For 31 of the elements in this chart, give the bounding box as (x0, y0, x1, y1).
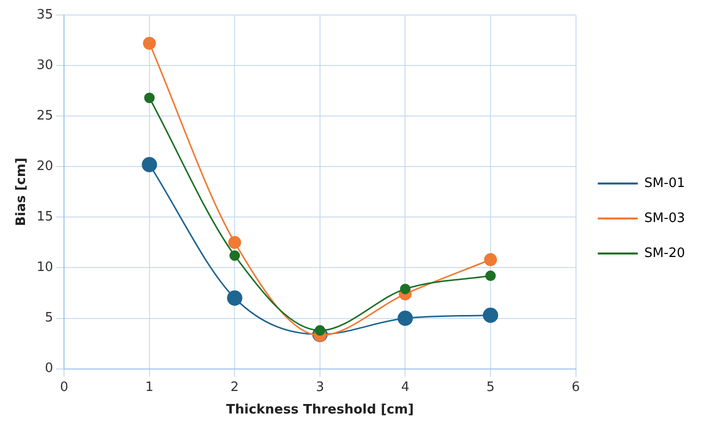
x-tick-label: 2 (230, 380, 239, 395)
point (482, 308, 498, 323)
y-tick-label: 35 (36, 7, 54, 22)
y-tick-label: 25 (36, 108, 54, 124)
y-tick-label: 15 (36, 210, 54, 225)
point (227, 290, 242, 306)
x-tick-label: 3 (316, 380, 324, 395)
x-tick-label: 1 (145, 380, 154, 395)
y-tick-label: 10 (36, 260, 54, 276)
legend-label: SM-20 (644, 246, 685, 261)
y-tick-label: 20 (36, 159, 54, 174)
x-tick-label: 0 (60, 380, 68, 395)
point (142, 156, 158, 172)
x-tick-label: 6 (572, 380, 580, 395)
point (228, 236, 242, 249)
point (229, 250, 240, 261)
y-axis-title: Bias [cm] (14, 158, 30, 226)
y-tick-label: 0 (44, 361, 54, 376)
x-tick-label: 5 (486, 380, 495, 395)
point (400, 284, 410, 294)
point (142, 36, 156, 50)
point (398, 310, 413, 326)
point (484, 253, 497, 266)
y-tick-label: 5 (44, 310, 54, 326)
legend-label: SM-01 (644, 176, 685, 191)
point (144, 92, 155, 104)
legend-label: SM-03 (644, 210, 685, 226)
x-axis-title: Thickness Threshold [cm] (226, 402, 414, 418)
x-tick-label: 4 (401, 380, 410, 395)
y-tick-label: 30 (36, 58, 54, 73)
point (485, 270, 496, 282)
